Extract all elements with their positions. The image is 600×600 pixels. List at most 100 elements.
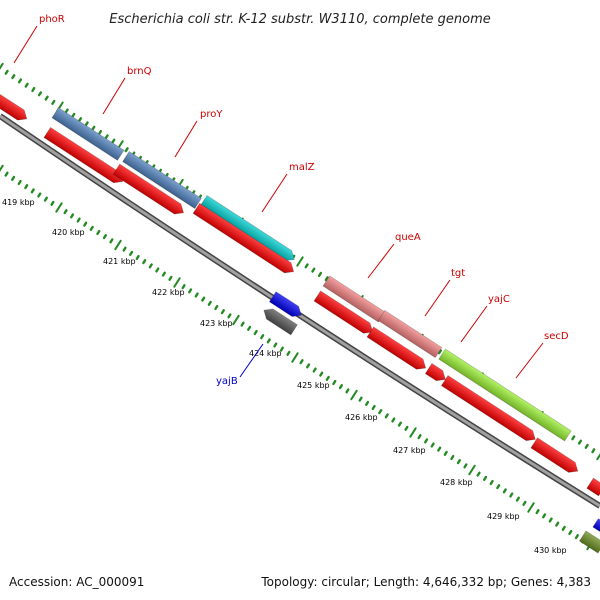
inner-tick xyxy=(253,329,258,336)
outer-tick xyxy=(577,439,583,445)
outer-tick xyxy=(64,108,69,114)
gene-label-yajB: yajB xyxy=(216,376,238,387)
inner-tick xyxy=(43,196,48,202)
inner-tick xyxy=(135,254,140,261)
gene-label-tgt: tgt xyxy=(451,268,465,279)
outer-tick xyxy=(584,443,589,449)
outer-tick xyxy=(4,69,9,75)
outer-tick xyxy=(0,62,4,70)
inner-tick xyxy=(542,513,547,519)
outer-tick xyxy=(111,138,116,144)
outer-tick xyxy=(296,256,304,267)
gene-arrow-gray xyxy=(263,308,298,336)
gene-arrow-yajB xyxy=(268,291,302,317)
inner-tick xyxy=(201,296,206,302)
outer-tick xyxy=(31,86,36,93)
gene-arrow-malZ xyxy=(199,194,295,262)
cds-arrow xyxy=(586,477,600,497)
gene-arrow-brnQ xyxy=(51,107,125,161)
inner-tick xyxy=(148,263,153,269)
inner-tick xyxy=(173,277,181,288)
gene-label-yajC: yajC xyxy=(488,294,510,305)
tick-label: 423 kbp xyxy=(200,319,233,328)
inner-tick xyxy=(207,300,212,306)
gene-arrow-phoR xyxy=(0,91,28,121)
inner-tick xyxy=(299,359,304,365)
inner-tick xyxy=(214,304,219,311)
inner-tick xyxy=(350,389,358,401)
callout-line-tgt xyxy=(424,279,451,317)
inner-tick xyxy=(181,284,186,290)
inner-tick xyxy=(312,367,317,373)
inner-tick xyxy=(24,184,29,190)
gene-labels: phoR brnQ proY malZ queA tgt yajC secD yajB xyxy=(13,14,569,387)
inner-tick xyxy=(102,234,107,240)
tick-label: 425 kbp xyxy=(297,381,330,390)
inner-tick xyxy=(325,375,330,381)
callout-line-queA xyxy=(367,243,395,279)
tick-label: 428 kbp xyxy=(440,478,473,487)
inner-tick xyxy=(168,275,173,281)
inner-tick xyxy=(55,202,63,213)
inner-tick xyxy=(247,325,252,331)
gene-arrow-proY xyxy=(122,150,202,210)
inner-tick xyxy=(89,225,94,231)
outer-tick xyxy=(596,453,600,461)
inner-tick xyxy=(489,479,494,486)
inner-tick xyxy=(83,221,88,227)
inner-tick xyxy=(358,396,363,402)
gene-label-malZ: malZ xyxy=(289,162,315,173)
inner-tick xyxy=(122,246,127,252)
gene-arrow-secD xyxy=(438,348,572,442)
inner-tick xyxy=(430,442,435,448)
inner-tick xyxy=(291,352,299,363)
gene-arrow-tgt xyxy=(377,309,443,359)
inner-tick xyxy=(155,267,160,273)
outer-tick xyxy=(317,271,323,277)
cds-arrow xyxy=(440,374,536,442)
inner-tick xyxy=(319,371,324,377)
inner-tick xyxy=(535,509,540,515)
gene-label-brnQ: brnQ xyxy=(127,66,152,77)
inner-tick xyxy=(468,464,476,476)
gene-features xyxy=(0,91,600,554)
callout-line-brnQ xyxy=(102,77,126,115)
inner-tick xyxy=(17,179,22,186)
inner-tick xyxy=(260,334,265,340)
inner-tick xyxy=(568,529,573,536)
inner-tick xyxy=(443,450,448,456)
gene-arrow-olive xyxy=(578,530,600,554)
inner-tick xyxy=(161,271,166,277)
inner-tick xyxy=(142,259,147,265)
inner-tick xyxy=(496,484,501,490)
outer-tick xyxy=(11,74,16,80)
outer-tick xyxy=(17,78,23,84)
cds-arrow xyxy=(192,202,295,274)
inner-tick xyxy=(483,475,488,481)
inner-tick xyxy=(417,434,422,440)
callout-line-malZ xyxy=(261,173,288,213)
summary-text: Topology: circular; Length: 4,646,332 bp… xyxy=(260,575,591,589)
inner-tick xyxy=(96,229,101,236)
inner-tick xyxy=(0,164,4,172)
outer-tick xyxy=(304,263,309,269)
inner-tick xyxy=(509,492,514,498)
inner-tick xyxy=(409,427,417,438)
gene-label-proY: proY xyxy=(200,109,223,120)
inner-tick xyxy=(266,338,271,344)
tick-label: 422 kbp xyxy=(152,288,185,297)
inner-tick xyxy=(476,471,481,477)
inner-tick xyxy=(4,171,9,177)
inner-tick xyxy=(378,409,383,415)
outer-tick xyxy=(97,129,103,136)
inner-tick-marks xyxy=(0,164,594,551)
inner-tick xyxy=(397,421,402,427)
cds-arrow xyxy=(530,437,579,473)
outer-tick xyxy=(77,117,83,123)
outer-tick xyxy=(324,276,329,282)
inner-tick xyxy=(527,502,535,513)
callout-line-secD xyxy=(515,342,544,379)
inner-tick xyxy=(555,521,560,527)
inner-tick xyxy=(404,425,409,431)
cds-arrow xyxy=(112,163,185,215)
